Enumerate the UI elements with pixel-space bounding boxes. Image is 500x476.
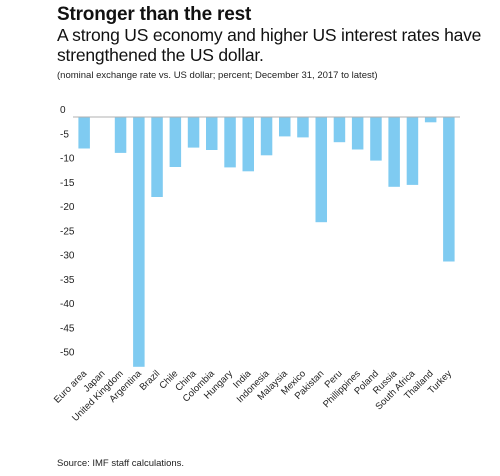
bar-south-africa xyxy=(406,117,419,185)
bar-pakistan xyxy=(315,117,327,223)
x-category-label: Brazil xyxy=(138,368,163,393)
bar-poland xyxy=(370,117,382,161)
y-tick-label: -5 xyxy=(60,129,69,140)
bar-malaysia xyxy=(279,117,291,137)
bar-argentina xyxy=(133,117,145,367)
bar-brazil xyxy=(151,117,163,197)
y-tick-label: -25 xyxy=(60,226,75,237)
bar-phillippines xyxy=(351,117,364,150)
y-tick-label: -50 xyxy=(60,348,75,359)
y-tick-label: -20 xyxy=(60,202,75,213)
chart-title: Stronger than the rest xyxy=(57,4,252,25)
bar-mexico xyxy=(297,117,309,138)
y-tick-label: -15 xyxy=(60,178,75,189)
source-note: Source: IMF staff calculations. xyxy=(57,458,185,469)
chart-subtitle: A strong US economy and higher US intere… xyxy=(57,25,482,65)
bar-chile xyxy=(169,117,182,167)
bar-thailand xyxy=(424,117,437,123)
chart-note: (nominal exchange rate vs. US dollar; pe… xyxy=(57,70,378,81)
bar-india xyxy=(242,117,254,172)
y-tick-label: -35 xyxy=(60,275,75,286)
bar-euro-area xyxy=(78,117,90,149)
y-tick-label: 0 xyxy=(60,105,66,116)
y-tick-label: -10 xyxy=(60,154,75,165)
bar-turkey xyxy=(443,117,455,262)
bar-peru xyxy=(333,117,346,143)
bar-indonesia xyxy=(260,117,273,156)
bar-colombia xyxy=(206,117,218,150)
y-tick-label: -30 xyxy=(60,251,75,262)
y-tick-label: -40 xyxy=(60,299,75,310)
bar-china xyxy=(187,117,200,148)
y-tick-label: -45 xyxy=(60,323,75,334)
bar-hungary xyxy=(224,117,236,168)
bar-russia xyxy=(388,117,400,187)
bar-united-kingdom xyxy=(114,117,127,153)
